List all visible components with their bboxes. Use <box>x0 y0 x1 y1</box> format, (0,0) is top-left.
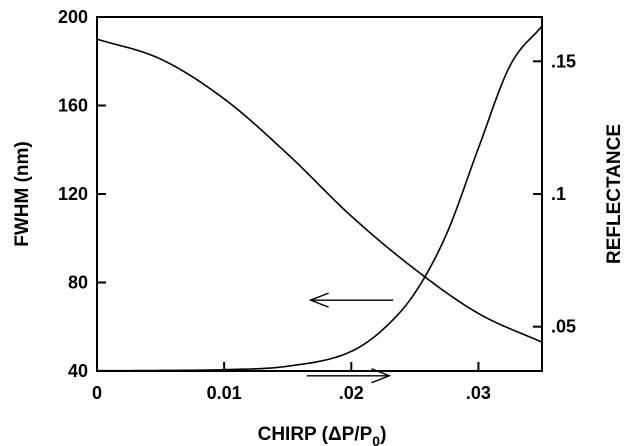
x-axis-title-subscript: 0 <box>372 433 380 446</box>
y-left-tick-label: 120 <box>58 184 88 204</box>
arrow-to-reflectance-axis <box>306 368 392 384</box>
reflectance-line <box>97 25 543 372</box>
y-left-tick-label: 200 <box>58 7 88 27</box>
x-tick-label: .03 <box>466 383 491 403</box>
series-lines <box>96 25 543 372</box>
x-tick-label: .02 <box>339 383 364 403</box>
y-right-tick-label: .05 <box>551 317 576 337</box>
fwhm-line <box>96 38 543 343</box>
y-left-tick-label: 160 <box>58 96 88 116</box>
y-axis-left-title: FWHM (nm) <box>12 141 33 247</box>
tick-marks <box>96 16 542 372</box>
y-axis-right-title: REFLECTANCE <box>604 124 625 264</box>
tick-labels: 0 0.01 .02 .03 40 80 120 160 200 .05 .1 .15 <box>58 7 576 403</box>
arrow-to-fwhm-axis <box>308 292 394 308</box>
x-axis-title-suffix: ) <box>380 424 386 445</box>
y-left-tick-label: 80 <box>68 273 88 293</box>
annotation-arrows <box>306 292 394 384</box>
y-left-tick-label: 40 <box>68 361 88 381</box>
x-tick-label: 0 <box>92 383 102 403</box>
x-tick-label: 0.01 <box>207 383 242 403</box>
plot-frame <box>96 16 543 372</box>
y-right-tick-label: .1 <box>551 184 566 204</box>
x-axis-title: CHIRP (ΔP/P0) <box>258 424 387 446</box>
y-right-tick-label: .15 <box>551 51 576 71</box>
